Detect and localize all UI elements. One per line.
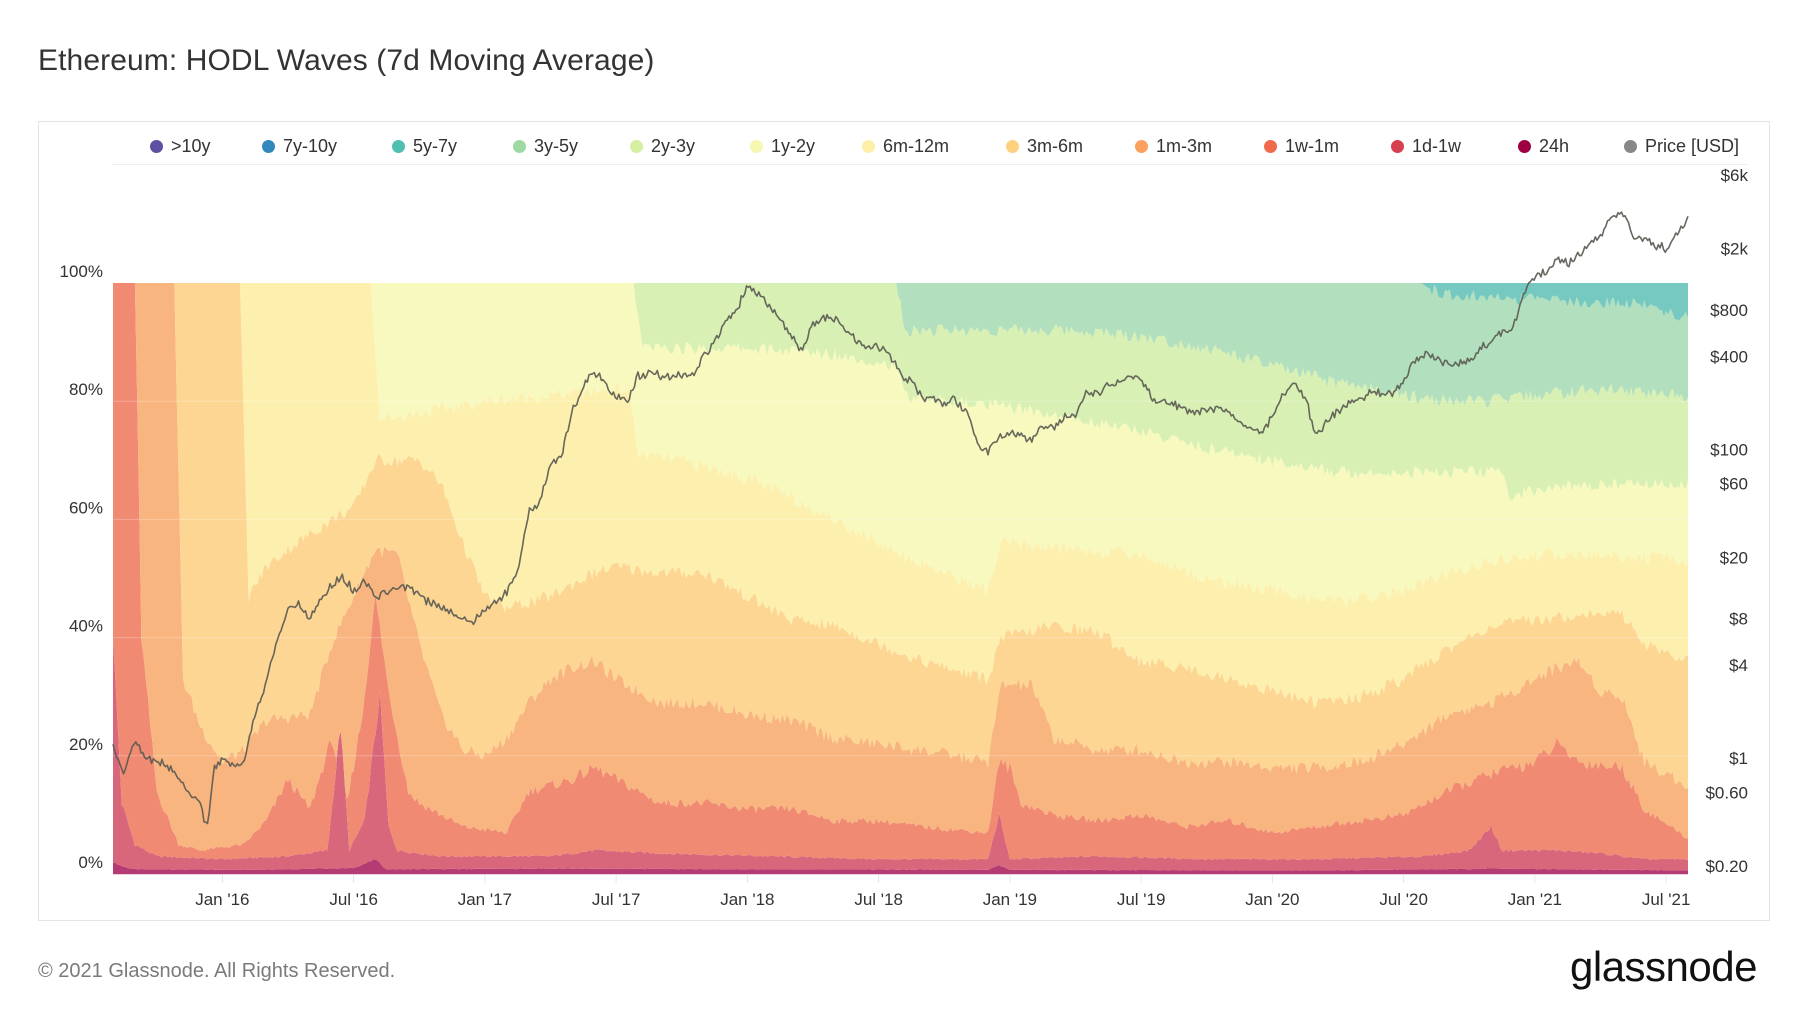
legend-dot-icon — [1264, 140, 1277, 153]
y-tick-label-right: $1 — [1729, 749, 1748, 768]
chart-frame — [38, 121, 1770, 921]
legend-item-2y-3y[interactable]: 2y-3y — [630, 136, 695, 157]
x-tick-label: Jul '20 — [1379, 890, 1428, 909]
band-6m-12m — [113, 283, 1688, 709]
y-tick-label-left: 0% — [78, 853, 103, 872]
legend-dot-icon — [750, 140, 763, 153]
legend-dot-icon — [262, 140, 275, 153]
legend-label: 5y-7y — [413, 136, 458, 156]
legend-label: 1m-3m — [1156, 136, 1213, 156]
legend-label: >10y — [171, 136, 211, 156]
legend-dot-icon — [862, 140, 875, 153]
legend-label: 7y-10y — [283, 136, 338, 156]
y-tick-label-left: 20% — [69, 735, 103, 754]
grid-layer — [113, 400, 1688, 757]
legend-divider — [112, 164, 1748, 165]
copyright-text: © 2021 Glassnode. All Rights Reserved. — [38, 960, 396, 982]
y-tick-label-right: $20 — [1720, 548, 1748, 567]
y-tick-label-right: $800 — [1710, 301, 1748, 320]
x-tick-label: Jul '16 — [329, 890, 378, 909]
y-tick-label-right: $100 — [1710, 440, 1748, 459]
legend-dot-icon — [150, 140, 163, 153]
legend-item-1d-1w[interactable]: 1d-1w — [1391, 136, 1461, 157]
legend-dot-icon — [1624, 140, 1637, 153]
legend-dot-icon — [1518, 140, 1531, 153]
legend-dot-icon — [1135, 140, 1148, 153]
glassnode-logo[interactable]: glassnode — [1570, 943, 1757, 990]
y-tick-label-left: 100% — [60, 262, 103, 281]
band-1m-3m — [113, 283, 1688, 851]
band-1y-2y — [113, 283, 1688, 607]
legend-label: 6m-12m — [883, 136, 950, 156]
y-tick-label-right: $6k — [1721, 166, 1749, 185]
y-tick-label-right: $0.20 — [1705, 857, 1748, 876]
band-1w-1m — [113, 283, 1688, 861]
legend-item-6m-12m[interactable]: 6m-12m — [862, 136, 949, 157]
legend-item-7y-10y[interactable]: 7y-10y — [262, 136, 337, 157]
legend-label: 1y-2y — [771, 136, 816, 156]
legend-dot-icon — [1006, 140, 1019, 153]
legend-item-10y[interactable]: >10y — [150, 136, 211, 157]
band-5y-7y — [113, 283, 1688, 321]
legend-item-5y-7y[interactable]: 5y-7y — [392, 136, 457, 157]
legend-dot-icon — [392, 140, 405, 153]
legend-item-1m-3m[interactable]: 1m-3m — [1135, 136, 1212, 157]
legend-dot-icon — [1391, 140, 1404, 153]
y-tick-label-left: 80% — [69, 380, 103, 399]
legend-item-1y-2y[interactable]: 1y-2y — [750, 136, 815, 157]
x-tick-label: Jul '21 — [1642, 890, 1691, 909]
x-tick-label: Jul '17 — [592, 890, 641, 909]
y-tick-label-right: $8 — [1729, 610, 1748, 629]
chart-title: Ethereum: HODL Waves (7d Moving Average) — [38, 44, 655, 77]
legend-item-1w-1m[interactable]: 1w-1m — [1264, 136, 1339, 157]
legend-item-24h[interactable]: 24h — [1518, 136, 1569, 157]
x-tick-label: Jan '21 — [1508, 890, 1562, 909]
band-3m-6m — [113, 283, 1688, 789]
band-3y-5y — [113, 283, 1688, 408]
x-tick-label: Jan '17 — [458, 890, 512, 909]
price-line — [112, 211, 1689, 825]
legend-label: 2y-3y — [651, 136, 696, 156]
bands-layer — [113, 283, 1688, 874]
y-tick-label-left: 40% — [69, 617, 103, 636]
x-tick-label: Jul '18 — [854, 890, 903, 909]
x-tick-label: Jan '20 — [1245, 890, 1299, 909]
legend-label: 1d-1w — [1412, 136, 1462, 156]
x-tick-label: Jul '19 — [1117, 890, 1166, 909]
legend-dot-icon — [513, 140, 526, 153]
y-tick-label-right: $60 — [1720, 475, 1748, 494]
legend-item-3m-6m[interactable]: 3m-6m — [1006, 136, 1083, 157]
axes-layer: 0% 20% 40% 60% 80% 100% Jan '16 Jul '16 Jan '17 J… — [60, 166, 1749, 909]
legend-label: 1w-1m — [1285, 136, 1340, 156]
legend-label: 3m-6m — [1027, 136, 1084, 156]
x-tick-label: Jan '19 — [983, 890, 1037, 909]
band-24h — [113, 859, 1688, 874]
legend: >10y 7y-10y 5y-7y 3y-5y 2y-3y 1y-2y 6m-12m 3m-6… — [0, 136, 1800, 162]
x-tick-label: Jan '16 — [195, 890, 249, 909]
band-2y-3y — [113, 283, 1688, 501]
y-tick-label-right: $4 — [1729, 656, 1748, 675]
y-tick-label-right: $0.60 — [1705, 783, 1748, 802]
x-tick-label: Jan '18 — [720, 890, 774, 909]
legend-dot-icon — [630, 140, 643, 153]
y-tick-label-right: $2k — [1721, 240, 1749, 259]
y-tick-label-left: 60% — [69, 498, 103, 517]
legend-label: 3y-5y — [534, 136, 579, 156]
legend-item-price-usd[interactable]: Price [USD] — [1624, 136, 1739, 157]
legend-label: 24h — [1539, 136, 1570, 156]
legend-label: Price [USD] — [1645, 136, 1740, 156]
y-tick-label-right: $400 — [1710, 348, 1748, 367]
price-layer — [112, 211, 1689, 825]
legend-item-3y-5y[interactable]: 3y-5y — [513, 136, 578, 157]
